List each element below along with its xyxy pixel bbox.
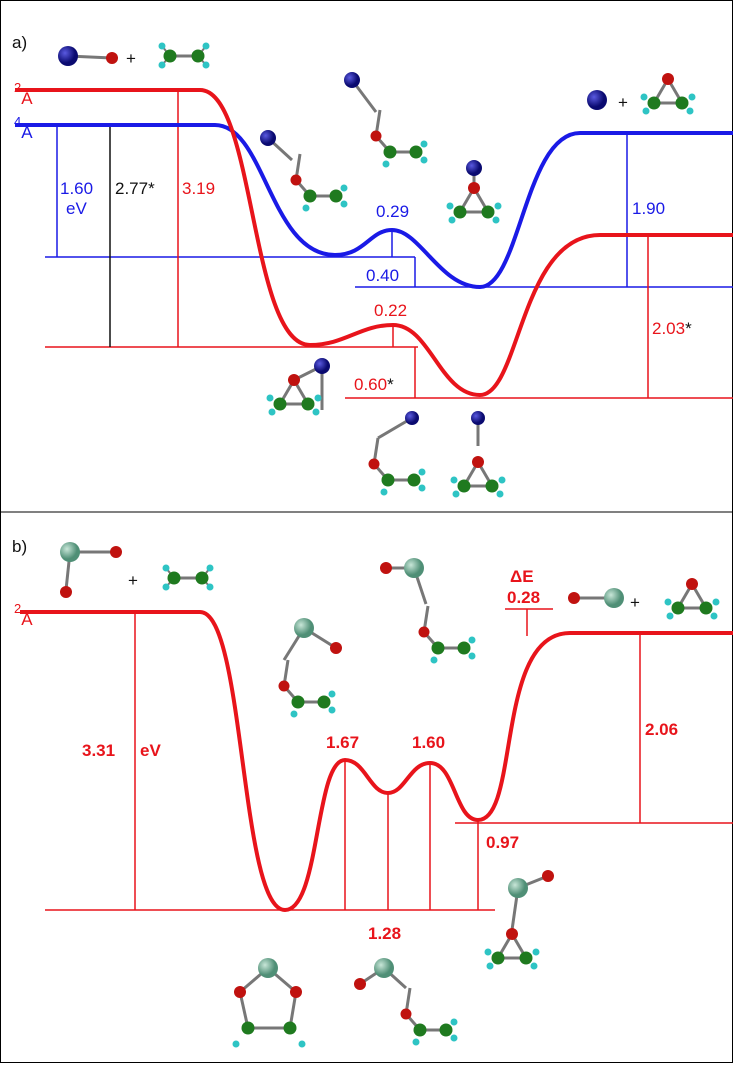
level-lines bbox=[45, 90, 733, 398]
figure: a) + 2A 4A 1.60 eV 2.77* 3.19 0.29 0.40 … bbox=[0, 0, 733, 1063]
energy-label: 2.77* bbox=[115, 179, 155, 198]
plus: + bbox=[126, 49, 136, 68]
mark: * bbox=[387, 375, 394, 394]
molecule bbox=[58, 46, 118, 66]
panel-a: a) + 2A 4A 1.60 eV 2.77* 3.19 0.29 0.40 … bbox=[12, 33, 733, 498]
molecule bbox=[587, 90, 607, 110]
molecule bbox=[447, 160, 502, 224]
molecule bbox=[369, 411, 426, 496]
energy-label: 2.06 bbox=[645, 720, 678, 739]
page: a) + 2A 4A 1.60 eV 2.77* 3.19 0.29 0.40 … bbox=[0, 0, 733, 1068]
doublet-curve bbox=[20, 612, 733, 910]
molecule bbox=[354, 958, 458, 1046]
energy-label: 0.40 bbox=[366, 266, 399, 285]
energy-label: 1.60 bbox=[60, 179, 93, 198]
molecule bbox=[641, 73, 696, 115]
molecule bbox=[485, 870, 555, 970]
plus: + bbox=[618, 93, 628, 112]
delta-e-value: 0.28 bbox=[507, 588, 540, 607]
molecule bbox=[344, 72, 428, 168]
value: 0.60 bbox=[354, 375, 387, 394]
molecule bbox=[568, 588, 624, 608]
energy-label: 1.60 bbox=[412, 733, 445, 752]
energy-label: 0.97 bbox=[486, 833, 519, 852]
molecule bbox=[665, 578, 720, 620]
state-label: 2A bbox=[14, 601, 33, 629]
delta-e-symbol: ΔE bbox=[510, 567, 534, 586]
energy-label: 3.31 bbox=[82, 741, 115, 760]
multiplicity: 2 bbox=[14, 80, 21, 95]
energy-label: 0.60* bbox=[354, 375, 394, 394]
energy-label: 0.22 bbox=[374, 301, 407, 320]
quartet-curve bbox=[15, 125, 733, 287]
energy-label: 1.28 bbox=[368, 924, 401, 943]
energy-label: 2.03* bbox=[652, 319, 692, 338]
molecule bbox=[163, 565, 214, 591]
plus: + bbox=[128, 571, 138, 590]
molecule bbox=[279, 618, 343, 718]
energy-label: 1.90 bbox=[632, 199, 665, 218]
energy-label: 1.67 bbox=[326, 733, 359, 752]
panel-label: b) bbox=[12, 537, 27, 556]
energy-unit: eV bbox=[140, 741, 161, 760]
energy-label: 3.19 bbox=[182, 179, 215, 198]
molecule bbox=[60, 542, 122, 598]
molecule bbox=[451, 411, 506, 498]
mark: * bbox=[685, 319, 692, 338]
value: 2.03 bbox=[652, 319, 685, 338]
state-label: 2A bbox=[14, 80, 33, 108]
molecule bbox=[233, 958, 306, 1048]
state-label: 4A bbox=[14, 114, 33, 142]
molecule bbox=[159, 43, 210, 69]
energy-unit: eV bbox=[66, 199, 87, 218]
panel-b: b) + 2A ΔE 0.28 3.31 eV 1.67 1.60 1.28 0… bbox=[12, 537, 733, 1048]
plus: + bbox=[630, 593, 640, 612]
molecule bbox=[380, 558, 476, 664]
molecule bbox=[267, 358, 331, 416]
energy-label: 0.29 bbox=[376, 202, 409, 221]
panel-label: a) bbox=[12, 33, 27, 52]
